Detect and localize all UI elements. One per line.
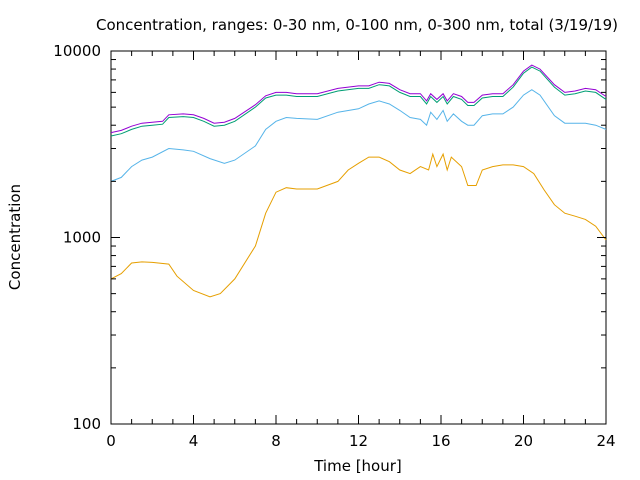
series-line-3 bbox=[110, 66, 607, 137]
x-tick-label: 20 bbox=[514, 432, 533, 450]
y-tick-label: 1000 bbox=[63, 229, 101, 247]
plot-area bbox=[110, 50, 607, 425]
x-tick-label: 4 bbox=[189, 432, 199, 450]
y-tick-label: 10000 bbox=[53, 42, 101, 60]
series-layer bbox=[110, 64, 607, 298]
x-tick-label: 8 bbox=[271, 432, 281, 450]
series-line-4 bbox=[110, 64, 607, 134]
chart-title: Concentration, ranges: 0-30 nm, 0-100 nm… bbox=[96, 16, 618, 34]
x-tick-label: 16 bbox=[431, 432, 450, 450]
y-tick-labels: 100 1000 10000 bbox=[53, 42, 101, 433]
series-line-1 bbox=[110, 152, 607, 298]
y-tick-label: 100 bbox=[72, 415, 101, 433]
tick-layer bbox=[110, 50, 607, 425]
x-tick-labels: 0 4 8 12 16 20 24 bbox=[106, 432, 615, 450]
x-tick-label: 24 bbox=[596, 432, 615, 450]
x-axis-label: Time [hour] bbox=[313, 457, 402, 475]
x-tick-label: 0 bbox=[106, 432, 116, 450]
plot-frame bbox=[110, 50, 607, 425]
series-line-2 bbox=[110, 89, 607, 182]
y-axis-label: Concentration bbox=[6, 184, 24, 290]
x-tick-label: 12 bbox=[349, 432, 368, 450]
